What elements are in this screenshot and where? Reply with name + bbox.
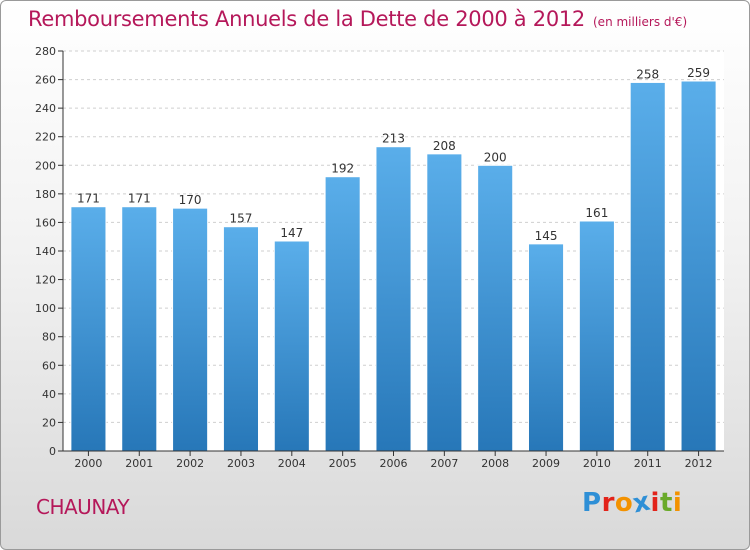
logo-letter: i	[650, 488, 660, 518]
y-tick-label: 220	[35, 131, 56, 144]
chart-title-text: Remboursements Annuels de la Dette de 20…	[28, 7, 585, 31]
x-tick-label: 2006	[380, 457, 408, 470]
y-tick-label: 40	[42, 388, 56, 401]
data-label: 161	[585, 206, 608, 220]
bar	[477, 164, 514, 452]
x-tick-label: 2011	[634, 457, 662, 470]
x-tick-label: 2005	[329, 457, 357, 470]
x-tick-label: 2000	[74, 457, 102, 470]
y-tick-label: 240	[35, 102, 56, 115]
y-tick-label: 140	[35, 245, 56, 258]
chart-subtitle: (en milliers d'€)	[593, 15, 688, 29]
bar	[375, 146, 412, 452]
y-tick-label: 120	[35, 274, 56, 287]
x-tick-label: 2010	[583, 457, 611, 470]
data-label: 200	[484, 150, 507, 164]
chart-title: Remboursements Annuels de la Dette de 20…	[28, 7, 687, 31]
data-label: 157	[230, 212, 253, 226]
x-tick-label: 2003	[227, 457, 255, 470]
logo-letter: t	[659, 488, 673, 518]
data-label: 171	[128, 192, 151, 206]
y-tick-label: 20	[42, 416, 56, 429]
y-tick-label: 180	[35, 188, 56, 201]
proxiti-logo: Proxiti	[582, 487, 683, 520]
bar	[426, 153, 463, 452]
data-label: 208	[433, 139, 456, 153]
data-label: 170	[179, 193, 202, 207]
city-name: CHAUNAY	[36, 495, 130, 519]
bar	[680, 80, 717, 452]
data-label: 213	[382, 132, 405, 146]
data-label: 171	[77, 192, 100, 206]
bar	[222, 226, 260, 452]
y-tick-label: 260	[35, 74, 56, 87]
x-axis: 2000 2001 2002 2003 2004 2005 2006 2007 2008 2009…	[63, 450, 724, 470]
logo-letter: o	[614, 488, 634, 518]
data-label: 147	[280, 226, 303, 240]
y-tick-label: 0	[49, 445, 56, 458]
x-tick-label: 2002	[176, 457, 204, 470]
y-axis: 0 20 40 60 80 100 120 140 160 180 200 220 240 260 280	[35, 45, 64, 458]
x-tick-label: 2008	[481, 457, 509, 470]
logo-letter: P	[582, 488, 602, 518]
x-tick-label: 2012	[685, 457, 713, 470]
y-tick-label: 200	[35, 159, 56, 172]
x-tick-label: 2009	[532, 457, 560, 470]
y-tick-label: 60	[42, 359, 56, 372]
logo-letter: i	[672, 488, 683, 518]
y-tick-label: 100	[35, 302, 56, 315]
bar	[172, 207, 209, 452]
bar	[578, 220, 615, 452]
bar	[273, 240, 310, 452]
bar	[629, 81, 666, 452]
bar-chart: 020406080100120140160180200220240260280 …	[35, 45, 724, 470]
bar	[324, 176, 361, 452]
bar	[70, 206, 107, 452]
data-label: 145	[535, 229, 558, 243]
bar	[121, 206, 158, 452]
bars: 171 171 170 157 147 192 213 208 200 145 161 258 259	[70, 66, 717, 452]
logo-letter: r	[601, 488, 615, 518]
x-tick-label: 2001	[125, 457, 153, 470]
data-label: 192	[331, 162, 354, 176]
bar	[527, 243, 565, 452]
y-tick-label: 280	[35, 45, 56, 58]
y-tick-label: 80	[42, 331, 56, 344]
x-tick-label: 2004	[278, 457, 306, 470]
data-label: 259	[687, 66, 710, 80]
y-tick-label: 160	[35, 216, 56, 229]
data-label: 258	[636, 67, 659, 81]
x-tick-label: 2007	[430, 457, 458, 470]
